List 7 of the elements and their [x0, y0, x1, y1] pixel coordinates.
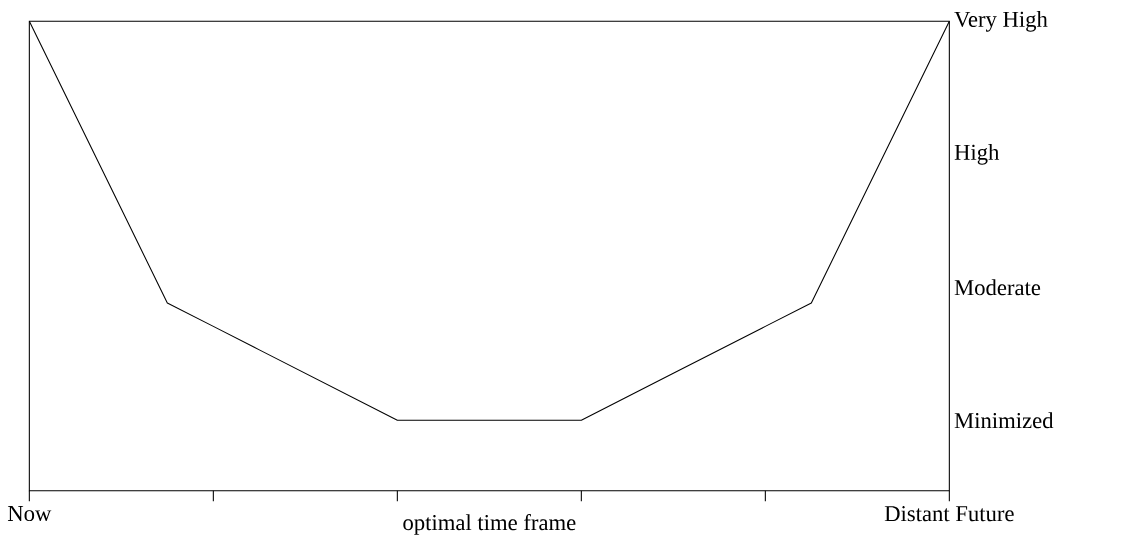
text: Very High: [954, 11, 1048, 32]
text: Moderate: [954, 279, 1041, 296]
x-tick-label: Now: [7, 506, 52, 522]
text: Minimized: [954, 412, 1054, 429]
x-axis-title: optimal time frame: [403, 514, 576, 535]
text: High: [954, 144, 1000, 165]
x-tick-label: Distant Future: [884, 506, 1014, 522]
